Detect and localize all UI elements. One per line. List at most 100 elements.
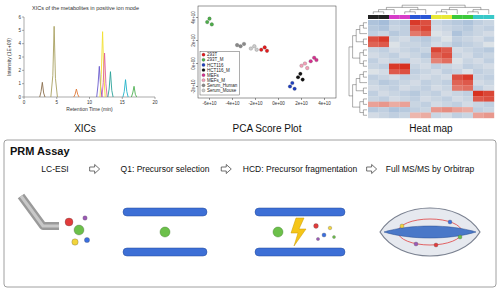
row-dendrogram xyxy=(360,102,364,113)
heat-cell xyxy=(410,102,421,108)
heat-cell xyxy=(400,113,411,119)
heat-cell xyxy=(400,31,411,37)
column-group-bar xyxy=(463,15,474,19)
score-point xyxy=(309,59,313,63)
score-point xyxy=(301,78,305,82)
column-group-bar xyxy=(473,15,484,19)
y-tick xyxy=(22,83,24,84)
heat-cell xyxy=(421,42,432,48)
heat-cell xyxy=(442,80,453,86)
xic-trace xyxy=(131,86,136,97)
legend-box xyxy=(200,51,240,95)
fragment-ion xyxy=(322,233,326,237)
chart-title: XICs of the metabolites in positive ion … xyxy=(32,5,139,11)
heat-cell xyxy=(368,107,379,113)
heat-cell xyxy=(389,74,400,80)
heat-cell xyxy=(368,85,379,91)
y-tick-label: -2e+10 xyxy=(191,79,196,94)
plot-area xyxy=(40,26,137,97)
xic-trace xyxy=(102,53,107,97)
heat-cell xyxy=(484,74,495,80)
column-group-bar xyxy=(431,15,442,19)
heat-cell xyxy=(389,47,400,53)
row-dendrogram xyxy=(360,25,367,33)
heat-cell xyxy=(410,80,421,86)
heat-cell xyxy=(400,107,411,113)
x-tick xyxy=(232,98,233,100)
score-point xyxy=(255,48,259,52)
heat-cell xyxy=(473,53,484,59)
heat-cell xyxy=(389,107,400,113)
heat-cell xyxy=(421,47,432,53)
heat-cell xyxy=(452,25,463,31)
heat-cell xyxy=(368,58,379,64)
heat-cell xyxy=(463,91,474,97)
heat-cell xyxy=(421,85,432,91)
column-dendrogram xyxy=(379,10,395,14)
heat-cell xyxy=(410,36,421,42)
heat-cell xyxy=(431,113,442,119)
score-point xyxy=(210,23,214,27)
heat-cell xyxy=(431,64,442,70)
heat-cell xyxy=(473,36,484,42)
heat-cell xyxy=(431,47,442,53)
xic-trace xyxy=(108,72,113,97)
heat-cell xyxy=(379,58,390,64)
x-tick-label: 2e+10 xyxy=(295,101,308,106)
heat-cell xyxy=(368,20,379,26)
heat-cell xyxy=(379,36,390,42)
score-point xyxy=(300,64,304,68)
heat-cell xyxy=(442,53,453,59)
ion xyxy=(72,239,78,245)
precursor-ion xyxy=(160,227,170,237)
x-tick-label: -6e+10 xyxy=(202,101,217,106)
row-dendrogram xyxy=(363,23,367,28)
heat-cell xyxy=(421,102,432,108)
score-point xyxy=(259,48,263,52)
heat-cell xyxy=(484,64,495,70)
panel-caption: PCA Score Plot xyxy=(233,123,302,134)
heat-cell xyxy=(379,80,390,86)
heat-cell xyxy=(442,47,453,53)
heat-cell xyxy=(410,42,421,48)
score-point xyxy=(315,58,319,62)
heat-cell xyxy=(368,113,379,119)
step-label: Q1: Precursor selection xyxy=(121,164,210,174)
heat-cell xyxy=(484,47,495,53)
heat-cell xyxy=(400,58,411,64)
heat-cell xyxy=(484,36,495,42)
step-label: LC-ESI xyxy=(41,164,68,174)
heat-cell xyxy=(421,91,432,97)
y-tick-label: 4 xyxy=(18,41,21,46)
y-tick xyxy=(196,63,198,64)
score-point xyxy=(253,44,257,48)
heat-cell xyxy=(400,91,411,97)
legend-swatch xyxy=(202,68,205,71)
step-arrow xyxy=(90,165,100,174)
heat-cell xyxy=(421,64,432,70)
heat-cell xyxy=(463,31,474,37)
column-dendrogram xyxy=(468,12,479,14)
heat-cell xyxy=(368,74,379,80)
column-group-bar xyxy=(410,15,421,19)
heat-cell xyxy=(473,74,484,80)
row-dendrogram xyxy=(363,99,367,104)
column-group-bar xyxy=(368,15,379,19)
column-group-bar xyxy=(421,15,432,19)
x-tick-label: 15 xyxy=(120,100,126,105)
panel-caption: XICs xyxy=(74,123,96,134)
column-group-bar xyxy=(389,15,400,19)
heat-cell xyxy=(431,42,442,48)
heat-cell xyxy=(379,85,390,91)
heat-cell xyxy=(442,96,453,102)
heat-cell xyxy=(463,64,474,70)
fragment-ion xyxy=(314,224,319,229)
x-tick xyxy=(301,98,302,100)
heat-cell xyxy=(368,102,379,108)
heat-cell xyxy=(379,96,390,102)
heat-cell xyxy=(463,107,474,113)
heat-cell xyxy=(389,69,400,75)
heat-cell xyxy=(421,53,432,59)
heat-cell xyxy=(400,69,411,75)
x-tick-label: 10 xyxy=(87,100,93,105)
